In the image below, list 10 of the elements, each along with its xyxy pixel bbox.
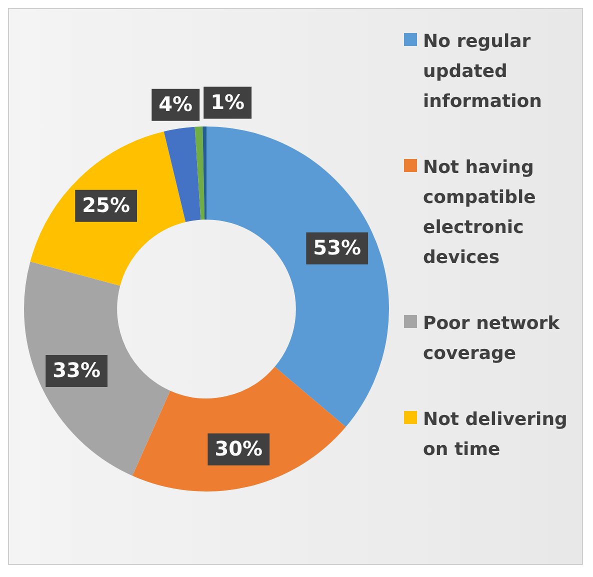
legend-label: Poor network coverage: [423, 312, 561, 366]
legend-label: Not delivering on time: [423, 408, 568, 462]
data-label: 4%: [158, 92, 193, 116]
data-label: 33%: [52, 358, 100, 382]
data-label: 25%: [82, 193, 130, 218]
data-label: 53%: [313, 236, 362, 260]
data-label: 30%: [214, 436, 263, 461]
data-label: 1%: [210, 90, 245, 114]
legend-label: No regular updated information: [423, 30, 543, 114]
legend-label: Not having compatible electronic devices: [423, 156, 537, 270]
